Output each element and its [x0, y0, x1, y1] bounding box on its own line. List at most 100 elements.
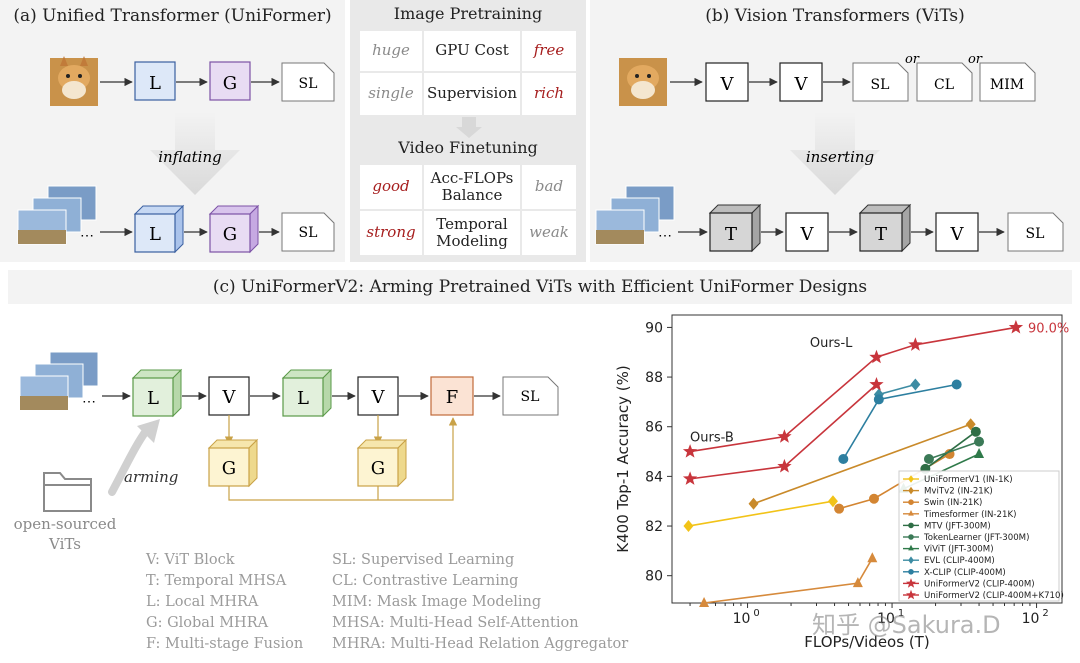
global-cube-label: G [223, 224, 237, 245]
legend-v: V: ViT Block [146, 552, 235, 568]
sl-doc-icon [502, 376, 559, 416]
legend-box [898, 470, 1060, 602]
data-point [970, 426, 981, 437]
local-label-c1: L [147, 388, 159, 409]
temporal-label: T [725, 224, 737, 245]
sl-doc-icon [281, 62, 335, 102]
legend-marker [908, 556, 914, 564]
temporal-cube [708, 203, 762, 253]
global-cube-c2 [356, 438, 408, 488]
data-point [838, 454, 849, 464]
legend-left: V: ViT Block T: Temporal MHSA L: Local M… [146, 550, 303, 655]
dog-image-icon [50, 56, 98, 106]
data-point [682, 444, 698, 458]
open-source-label-1: open-sourced [13, 515, 117, 533]
y-tick-label: 82 [645, 519, 663, 535]
x-tick-label: 10 [877, 611, 895, 627]
legend-entry: MviTv2 (IN-21K) [924, 487, 993, 497]
panel-c-diagram: ⋯ L V L V F SL [19, 351, 559, 512]
legend-marker [908, 544, 914, 551]
vit-block-label-2: V [794, 74, 809, 95]
legend-entry: UniFormerV1 (IN-1K) [924, 475, 1013, 485]
cl-doc-icon [916, 62, 973, 102]
or-label-1: or [905, 52, 920, 67]
legend-marker [908, 510, 914, 516]
legend-marker [908, 499, 914, 505]
data-point [869, 377, 884, 391]
x-tick-exponent: 0 [753, 608, 759, 619]
x-tick-label: 10 [1022, 611, 1040, 627]
temporal-center-line1: Temporal [436, 214, 508, 233]
fusion-label: F [446, 387, 459, 408]
balance-left: good [360, 165, 422, 209]
temporal-center: Temporal Modeling [424, 211, 520, 255]
panel-c-title: (c) UniFormerV2: Arming Pretrained ViTs … [212, 277, 868, 297]
panel-b-top-row: V V SL or CL or MIM [619, 52, 1036, 106]
data-point [827, 495, 838, 508]
legend-entry: Swin (IN-21K) [924, 498, 982, 508]
x-tick-exponent: 1 [898, 608, 904, 619]
sl-doc-icon [1007, 212, 1064, 252]
legend-l: L: Local MHRA [146, 594, 259, 610]
panel-b-big-arrow [790, 112, 880, 195]
legend-marker [908, 522, 914, 529]
sl-label-b: SL [1026, 226, 1045, 242]
inserting-label: inserting [806, 148, 874, 166]
legend-entry: UniFormerV2 (CLIP-400M) [924, 579, 1035, 589]
vit-label-b2: V [950, 224, 965, 245]
supervision-right: rich [522, 73, 576, 115]
data-point [683, 520, 694, 533]
data-point [873, 394, 884, 405]
legend-entry: ViViT (JFT-300M) [924, 545, 994, 555]
y-tick-label: 80 [645, 569, 663, 585]
vit-label-b1: V [800, 224, 815, 245]
or-label-2: or [968, 52, 983, 67]
sl-label-c: SL [521, 389, 540, 405]
legend-right: SL: Supervised Learning CL: Contrastive … [332, 550, 628, 655]
panel-a-big-arrow [150, 112, 240, 195]
global-cube [208, 204, 260, 254]
y-tick-label: 86 [645, 420, 663, 436]
data-point [974, 448, 985, 459]
svg-text:⋯: ⋯ [658, 228, 672, 244]
global-label-c2: G [371, 458, 385, 479]
balance-center-line1: Acc-FLOPs [430, 168, 514, 187]
temporal-center-line2: Modeling [436, 232, 508, 250]
sl-doc-icon [852, 62, 909, 102]
data-point [682, 471, 698, 485]
legend-entry: MTV (JFT-300M) [924, 521, 991, 531]
supervision-left: single [360, 73, 422, 115]
middle-table: Image Pretraining huge GPU Cost free sin… [350, 0, 586, 262]
local-label-c2: L [297, 388, 309, 409]
legend-marker [906, 589, 916, 600]
local-cube-label: L [149, 224, 161, 245]
legend-entry: Timesformer (IN-21K) [923, 510, 1016, 520]
global-label-c1: G [222, 458, 236, 479]
data-point [777, 458, 792, 473]
data-point [852, 577, 863, 588]
cost-right: free [522, 31, 576, 71]
mim-doc-icon [979, 62, 1036, 102]
data-point [834, 503, 845, 514]
x-tick-exponent: 2 [1042, 608, 1048, 619]
video-frames-icon: ⋯ [19, 351, 99, 411]
data-point [777, 429, 792, 443]
y-axis-label: K400 Top-1 Accuracy (%) [614, 365, 632, 552]
dog-image-icon [619, 58, 667, 106]
x-tick-label: 10 [733, 611, 751, 627]
panel-a-bottom-row: ⋯ L G SL [17, 185, 335, 254]
legend-t: T: Temporal MHSA [146, 573, 287, 589]
folder-icon [43, 472, 92, 512]
temporal-left: strong [360, 211, 422, 255]
open-source-label-2: ViTs [49, 535, 81, 553]
data-point [908, 337, 923, 351]
legend-g: G: Global MHRA [146, 615, 269, 631]
vit-block-label: V [720, 74, 735, 95]
finetune-title: Video Finetuning [398, 138, 538, 157]
series-line [688, 500, 834, 527]
data-point [1008, 319, 1024, 334]
watermark: 知乎 @Sakura.D [812, 611, 1001, 639]
sl-label: SL [299, 76, 318, 92]
legend-marker [906, 578, 916, 588]
